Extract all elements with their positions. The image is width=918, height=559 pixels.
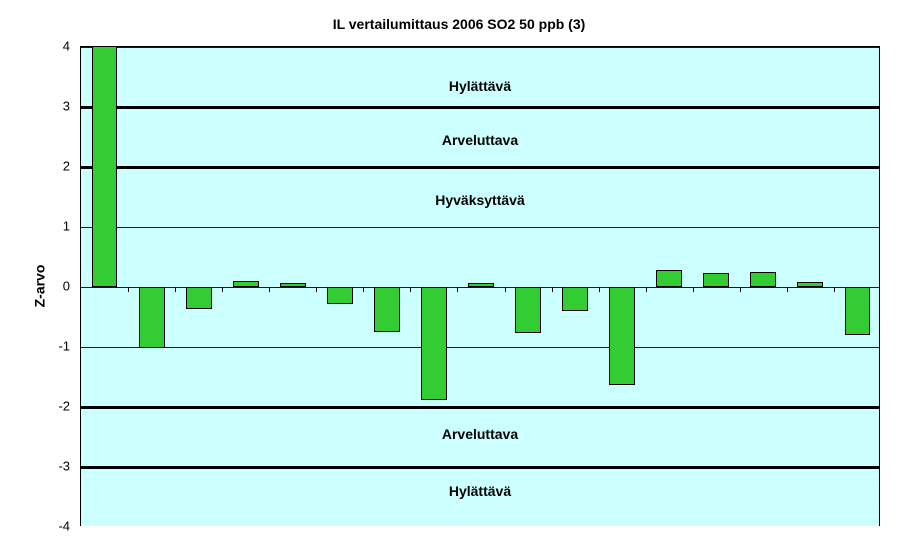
x-tick <box>693 287 694 292</box>
bar <box>797 282 823 287</box>
bar <box>233 281 259 287</box>
bar <box>609 287 635 385</box>
x-tick <box>646 287 647 292</box>
zone-label: Arveluttava <box>81 426 879 442</box>
bar <box>750 272 776 287</box>
chart-container: Z-arvo HylättäväArveluttavaHyväksyttäväA… <box>80 46 880 526</box>
x-tick <box>457 287 458 292</box>
bar <box>515 287 541 333</box>
zone-label: Hylättävä <box>81 483 879 499</box>
bar <box>562 287 588 311</box>
x-tick <box>410 287 411 292</box>
x-tick <box>834 287 835 292</box>
x-tick <box>505 287 506 292</box>
x-tick <box>599 287 600 292</box>
y-tick-label: -2 <box>40 399 70 414</box>
x-tick <box>269 287 270 292</box>
y-tick-label: 2 <box>40 159 70 174</box>
plot-area: Hylättävä Arveluttava Hyväksyttävä Arvelutt… <box>80 46 880 526</box>
y-tick-label: 1 <box>40 219 70 234</box>
bar <box>374 287 400 332</box>
chart-title: IL vertailumittaus 2006 SO2 50 ppb (3) <box>0 0 918 46</box>
gridline <box>81 347 879 348</box>
y-tick-label: 0 <box>40 279 70 294</box>
bar <box>656 270 682 287</box>
x-tick <box>363 287 364 292</box>
y-tick-label: -1 <box>40 339 70 354</box>
x-tick <box>740 287 741 292</box>
x-tick <box>316 287 317 292</box>
x-tick <box>128 287 129 292</box>
threshold-line <box>81 466 879 469</box>
y-tick-label: -4 <box>40 519 70 534</box>
bar <box>327 287 353 304</box>
bar <box>421 287 447 400</box>
bar <box>703 273 729 287</box>
bar <box>280 283 306 287</box>
gridline <box>81 47 879 48</box>
zone-label: Hyväksyttävä <box>81 192 879 208</box>
threshold-line <box>81 406 879 409</box>
x-tick <box>787 287 788 292</box>
bar <box>139 287 165 348</box>
bar <box>468 283 494 287</box>
gridline <box>81 227 879 228</box>
y-tick-label: 4 <box>40 39 70 54</box>
x-tick <box>175 287 176 292</box>
x-tick <box>552 287 553 292</box>
x-tick <box>222 287 223 292</box>
zone-label: Hylättävä <box>81 78 879 94</box>
bar <box>186 287 212 309</box>
zone-label: Arveluttava <box>81 132 879 148</box>
threshold-line <box>81 166 879 169</box>
bar <box>845 287 871 335</box>
threshold-line <box>81 106 879 109</box>
y-tick-label: 3 <box>40 99 70 114</box>
y-tick-label: -3 <box>40 459 70 474</box>
